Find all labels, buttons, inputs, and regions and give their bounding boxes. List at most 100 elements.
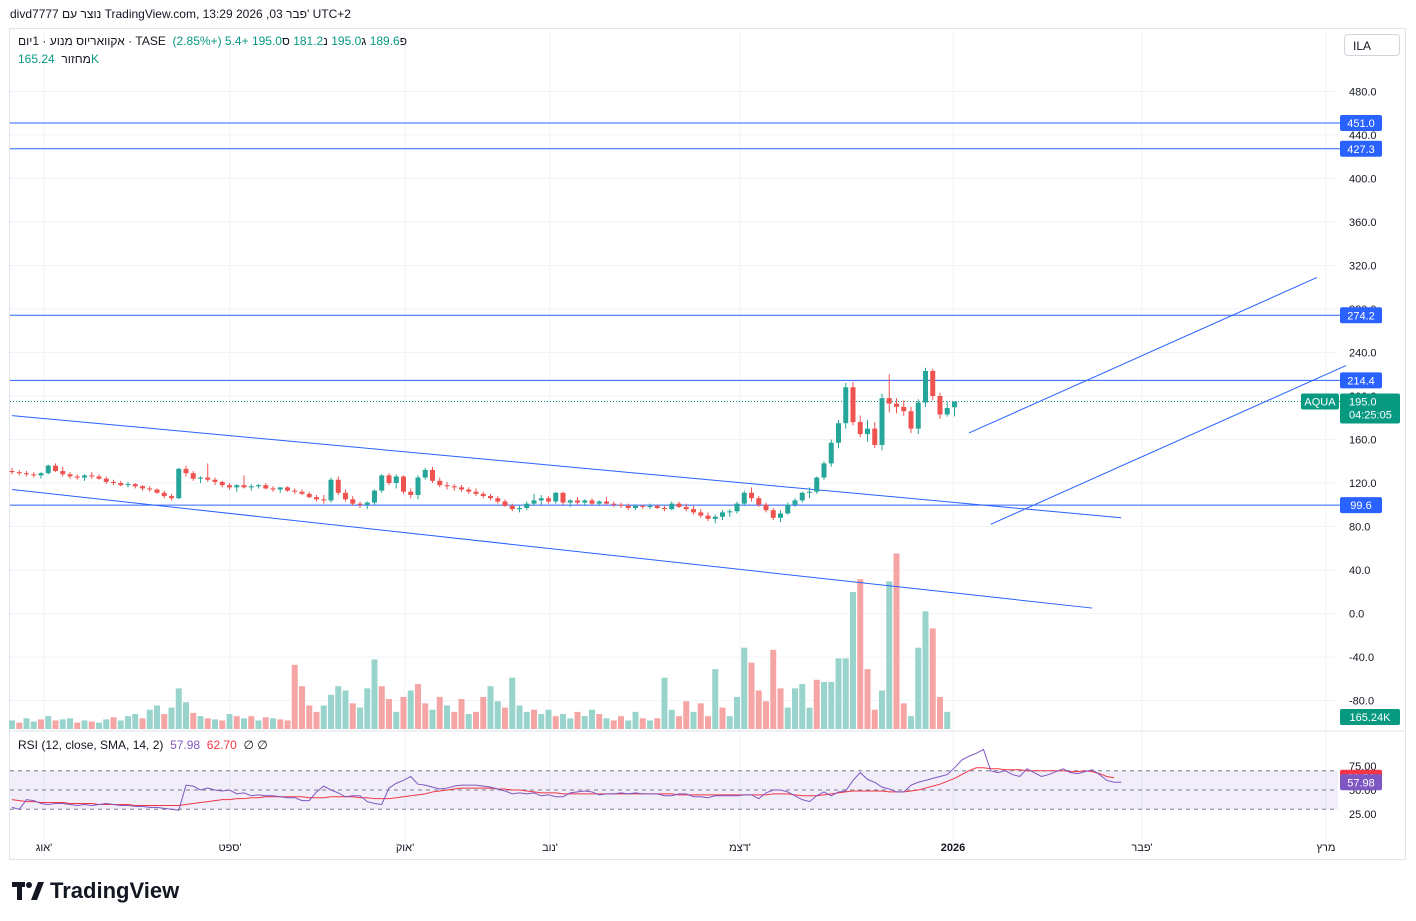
volume-bar: [705, 716, 711, 729]
candle-body: [285, 487, 290, 491]
candle: [328, 477, 334, 503]
candle: [473, 488, 479, 497]
volume-bar: [937, 696, 943, 729]
candle-body: [531, 500, 537, 504]
time-axis-label: 2026: [941, 842, 965, 854]
candle: [212, 477, 218, 486]
volume-bar: [139, 718, 146, 729]
volume-bar: [596, 714, 603, 729]
candle: [140, 485, 145, 491]
volume-bar: [125, 716, 131, 729]
volume-bar: [690, 711, 697, 729]
candle-body: [241, 485, 247, 488]
price-axis-label: 40.0: [1349, 565, 1370, 577]
candle-body: [89, 475, 95, 477]
candle-body: [553, 492, 559, 502]
candle-body: [821, 463, 827, 478]
candle-body: [45, 465, 51, 474]
symbol-tag-bg: [1301, 393, 1339, 410]
candle: [495, 496, 501, 504]
volume-bar: [328, 694, 334, 729]
tradingview-logo[interactable]: TradingView: [12, 878, 179, 904]
volume-bar: [813, 679, 820, 729]
candle: [190, 471, 196, 481]
candle-body: [270, 488, 276, 490]
candle-body: [741, 492, 747, 504]
candle: [836, 419, 841, 449]
volume-bar: [451, 711, 458, 729]
candle-body: [654, 505, 660, 509]
candle: [894, 398, 899, 414]
candle: [596, 500, 602, 506]
volume-bar: [190, 712, 197, 729]
volume-bar: [871, 709, 878, 729]
tradingview-icon: [12, 882, 44, 900]
candle: [111, 479, 116, 486]
candle: [154, 488, 160, 494]
volume-bar: [357, 707, 363, 729]
candle: [350, 496, 356, 506]
volume-bar: [647, 720, 653, 729]
volume-bar: [784, 707, 791, 729]
candle-body: [350, 499, 356, 504]
volume-bar: [146, 709, 153, 729]
candle: [828, 439, 834, 467]
volume-bar: [233, 716, 240, 729]
volume-bar: [581, 716, 588, 729]
volume-bar: [603, 718, 610, 729]
volume-bar: [349, 703, 356, 729]
candle-body: [785, 504, 791, 514]
candle: [807, 487, 812, 499]
candle: [901, 400, 907, 416]
volume-bar: [908, 716, 914, 729]
candle: [125, 481, 131, 488]
volume-bar: [886, 581, 893, 729]
candle: [654, 504, 660, 510]
candle-body: [473, 491, 479, 494]
candle-body: [792, 500, 798, 505]
rsi-value-tag-text: 57.98: [1347, 777, 1375, 789]
candle: [509, 503, 515, 512]
candle-body: [778, 513, 783, 518]
candle: [292, 488, 298, 494]
volume-bar: [625, 720, 632, 729]
candle: [778, 510, 783, 523]
legend-close-label: ס: [281, 34, 290, 48]
candle: [422, 467, 428, 480]
candle: [24, 471, 29, 477]
candle: [321, 494, 327, 504]
currency-button[interactable]: ILA: [1344, 34, 1400, 56]
candle-body: [843, 387, 849, 424]
candle: [451, 484, 457, 491]
volume-bar: [400, 696, 407, 729]
candle: [357, 501, 363, 509]
candle: [865, 419, 870, 442]
candle: [879, 393, 885, 451]
candle-body: [256, 485, 261, 487]
volume-bar: [821, 681, 827, 729]
candle-body: [647, 505, 653, 507]
volume-bar: [277, 719, 284, 729]
volume-bar: [509, 677, 516, 729]
candle: [16, 469, 22, 476]
candle-body: [437, 480, 443, 486]
time-axis: אוג' ספט' אוק' נוב' דצמ' 2026 פבר' מרץ: [36, 842, 1336, 854]
volume-bar: [734, 696, 740, 729]
rsi-line: [11, 748, 1122, 811]
candle: [662, 505, 667, 512]
candle-body: [401, 476, 406, 492]
candle: [372, 489, 377, 505]
volume-bar: [429, 709, 436, 729]
candle-body: [502, 501, 508, 506]
candle-body: [60, 471, 66, 475]
volume-bar: [523, 711, 530, 729]
candle-body: [451, 486, 457, 488]
volume-bar: [415, 684, 421, 729]
candle: [263, 483, 269, 490]
rsi-pane: [10, 748, 1338, 811]
candle-body: [923, 370, 928, 403]
volume-bar: [219, 720, 226, 729]
candle-body: [640, 505, 646, 507]
candle-body: [480, 493, 486, 497]
